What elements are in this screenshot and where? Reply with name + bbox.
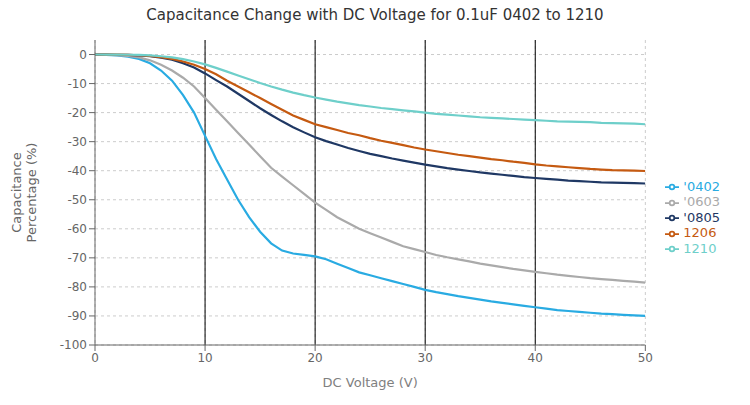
svg-text:-60: -60 [67, 222, 87, 236]
html-text:Capacitance Change with DC Vol: Capacitance Change with DC Voltage for 0… [146, 6, 604, 24]
svg-text:0: 0 [79, 48, 87, 62]
svg-text:-80: -80 [67, 280, 87, 294]
svg-text:0: 0 [91, 351, 99, 365]
svg-text:20: 20 [307, 351, 322, 365]
html-text:'0603: '0603 [683, 194, 720, 210]
svg-text:-90: -90 [67, 309, 87, 323]
svg-text:30: 30 [418, 351, 433, 365]
html-text:1206: 1206 [683, 225, 717, 241]
html-text:1210: 1210 [683, 240, 717, 256]
svg-text:10: 10 [197, 351, 212, 365]
svg-text:-40: -40 [67, 164, 87, 178]
svg-text:CapacitancePercentage (%): CapacitancePercentage (%) [9, 143, 40, 243]
svg-text:-30: -30 [67, 135, 87, 149]
svg-text:-70: -70 [67, 251, 87, 265]
svg-text:DC Voltage (V): DC Voltage (V) [323, 375, 418, 390]
svg-text:50: 50 [638, 351, 653, 365]
svg-text:-10: -10 [67, 77, 87, 91]
svg-text:40: 40 [528, 351, 543, 365]
svg-text:-100: -100 [60, 338, 87, 352]
html-text:'0805: '0805 [683, 209, 720, 225]
html-text:'0402: '0402 [683, 178, 720, 194]
svg-text:-20: -20 [67, 106, 87, 120]
svg-text:-50: -50 [67, 193, 87, 207]
